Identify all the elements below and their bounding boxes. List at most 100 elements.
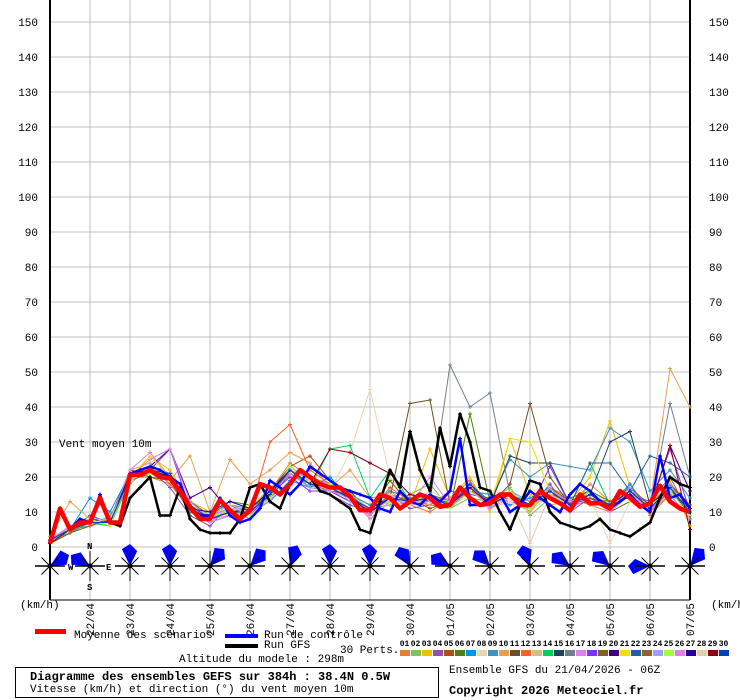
- y-tick-label-right: 100: [709, 193, 729, 205]
- wind-direction-wedge: [591, 550, 610, 566]
- data-point: [668, 401, 672, 406]
- compass-center: [447, 563, 453, 569]
- wind-rose: N E S W: [68, 542, 112, 593]
- data-point: [608, 541, 612, 546]
- perturbation-swatch: [444, 650, 454, 656]
- data-point: [588, 524, 592, 528]
- data-point: [548, 489, 552, 493]
- data-point: [428, 489, 432, 493]
- data-point: [498, 510, 502, 514]
- perturbation-swatch: [664, 650, 674, 656]
- compass-center: [207, 563, 213, 569]
- perturbation-number: 07: [465, 640, 476, 649]
- data-point: [458, 436, 462, 441]
- perturbation-swatch: [598, 650, 608, 656]
- data-point: [228, 531, 232, 535]
- data-point: [658, 454, 662, 458]
- perturbation-swatch: [554, 650, 564, 656]
- perturbation-swatch: [543, 650, 553, 656]
- perturbation-number: 11: [509, 640, 520, 649]
- data-point: [198, 527, 202, 532]
- x-tick-label: 02/05: [486, 603, 498, 636]
- perturbation-number: 10: [498, 640, 509, 649]
- data-point: [478, 485, 482, 490]
- wind-direction-wedge: [394, 546, 410, 566]
- data-point: [248, 513, 252, 518]
- data-point: [308, 489, 312, 493]
- ensemble-mean: [47, 467, 691, 545]
- data-point: [138, 468, 142, 472]
- perturbation-number: 01: [399, 640, 410, 649]
- data-point: [678, 492, 682, 497]
- perturbation-number: 06: [454, 640, 465, 649]
- data-point: [468, 503, 472, 507]
- data-point: [688, 485, 692, 490]
- wind-rose: [115, 544, 145, 581]
- compass-label-w: W: [68, 563, 74, 573]
- data-point: [128, 496, 132, 500]
- perturbation-swatch: [631, 650, 641, 656]
- altitude-label: Altitude du modele : 298m: [179, 654, 345, 666]
- data-point: [688, 513, 692, 518]
- y-tick-label-left: 40: [25, 403, 38, 415]
- data-point: [508, 436, 512, 441]
- data-point: [468, 478, 472, 483]
- data-point: [168, 468, 172, 472]
- data-point: [628, 485, 632, 490]
- y-tick-label-left: 130: [18, 88, 38, 100]
- data-point: [538, 482, 542, 486]
- data-point: [428, 503, 432, 507]
- perturbation-number: 22: [630, 640, 641, 649]
- data-point: [508, 482, 512, 486]
- data-point: [388, 468, 392, 472]
- data-point: [528, 478, 532, 483]
- y-tick-label-left: 90: [25, 228, 38, 240]
- data-point: [528, 510, 532, 514]
- data-point: [348, 443, 352, 448]
- y-tick-label-right: 80: [709, 263, 722, 275]
- data-point: [278, 506, 282, 511]
- perturbation-number: 16: [564, 640, 575, 649]
- data-point: [288, 475, 292, 479]
- wind-direction-wedge: [430, 552, 450, 566]
- data-point: [548, 485, 552, 490]
- data-point: [528, 475, 532, 479]
- data-point: [418, 503, 422, 507]
- y-tick-label-right: 0: [709, 543, 716, 555]
- perturbation-number: 12: [520, 640, 531, 649]
- data-point: [378, 499, 382, 504]
- y-unit-left: (km/h): [20, 600, 60, 612]
- compass-label-s: S: [87, 583, 93, 593]
- wind-rose: [195, 547, 226, 581]
- x-tick-label: 30/04: [406, 603, 418, 636]
- perturbation-number: 24: [652, 640, 663, 649]
- data-point: [148, 454, 152, 458]
- y-tick-label-right: 120: [709, 123, 729, 135]
- ensemble-mean-line: [47, 467, 691, 545]
- data-point: [308, 461, 312, 465]
- perturbation-number: 19: [597, 640, 608, 649]
- data-point: [428, 510, 432, 514]
- data-point: [278, 485, 282, 490]
- perturbation-number: 03: [421, 640, 432, 649]
- data-point: [168, 513, 172, 518]
- y-tick-label-left: 0: [31, 543, 38, 555]
- wind-rose: [515, 545, 545, 581]
- data-point: [188, 454, 192, 458]
- perturbation-swatch: [697, 650, 707, 656]
- compass-center: [607, 563, 613, 569]
- copyright: Copyright 2026 Meteociel.fr: [449, 684, 644, 698]
- data-point: [588, 461, 592, 465]
- y-tick-label-left: 150: [18, 18, 38, 30]
- data-point: [628, 440, 632, 444]
- legend-control-label: Run de contrôle: [264, 630, 364, 642]
- data-point: [568, 464, 572, 469]
- data-point: [618, 531, 622, 535]
- y-tick-label-right: 110: [709, 158, 729, 170]
- compass-center: [647, 563, 653, 569]
- data-point: [328, 475, 332, 479]
- perturbation-swatch: [477, 650, 487, 656]
- diagram-title: Diagramme des ensembles GEFS sur 384h : …: [30, 670, 391, 684]
- data-point: [688, 405, 692, 409]
- data-point: [648, 510, 652, 514]
